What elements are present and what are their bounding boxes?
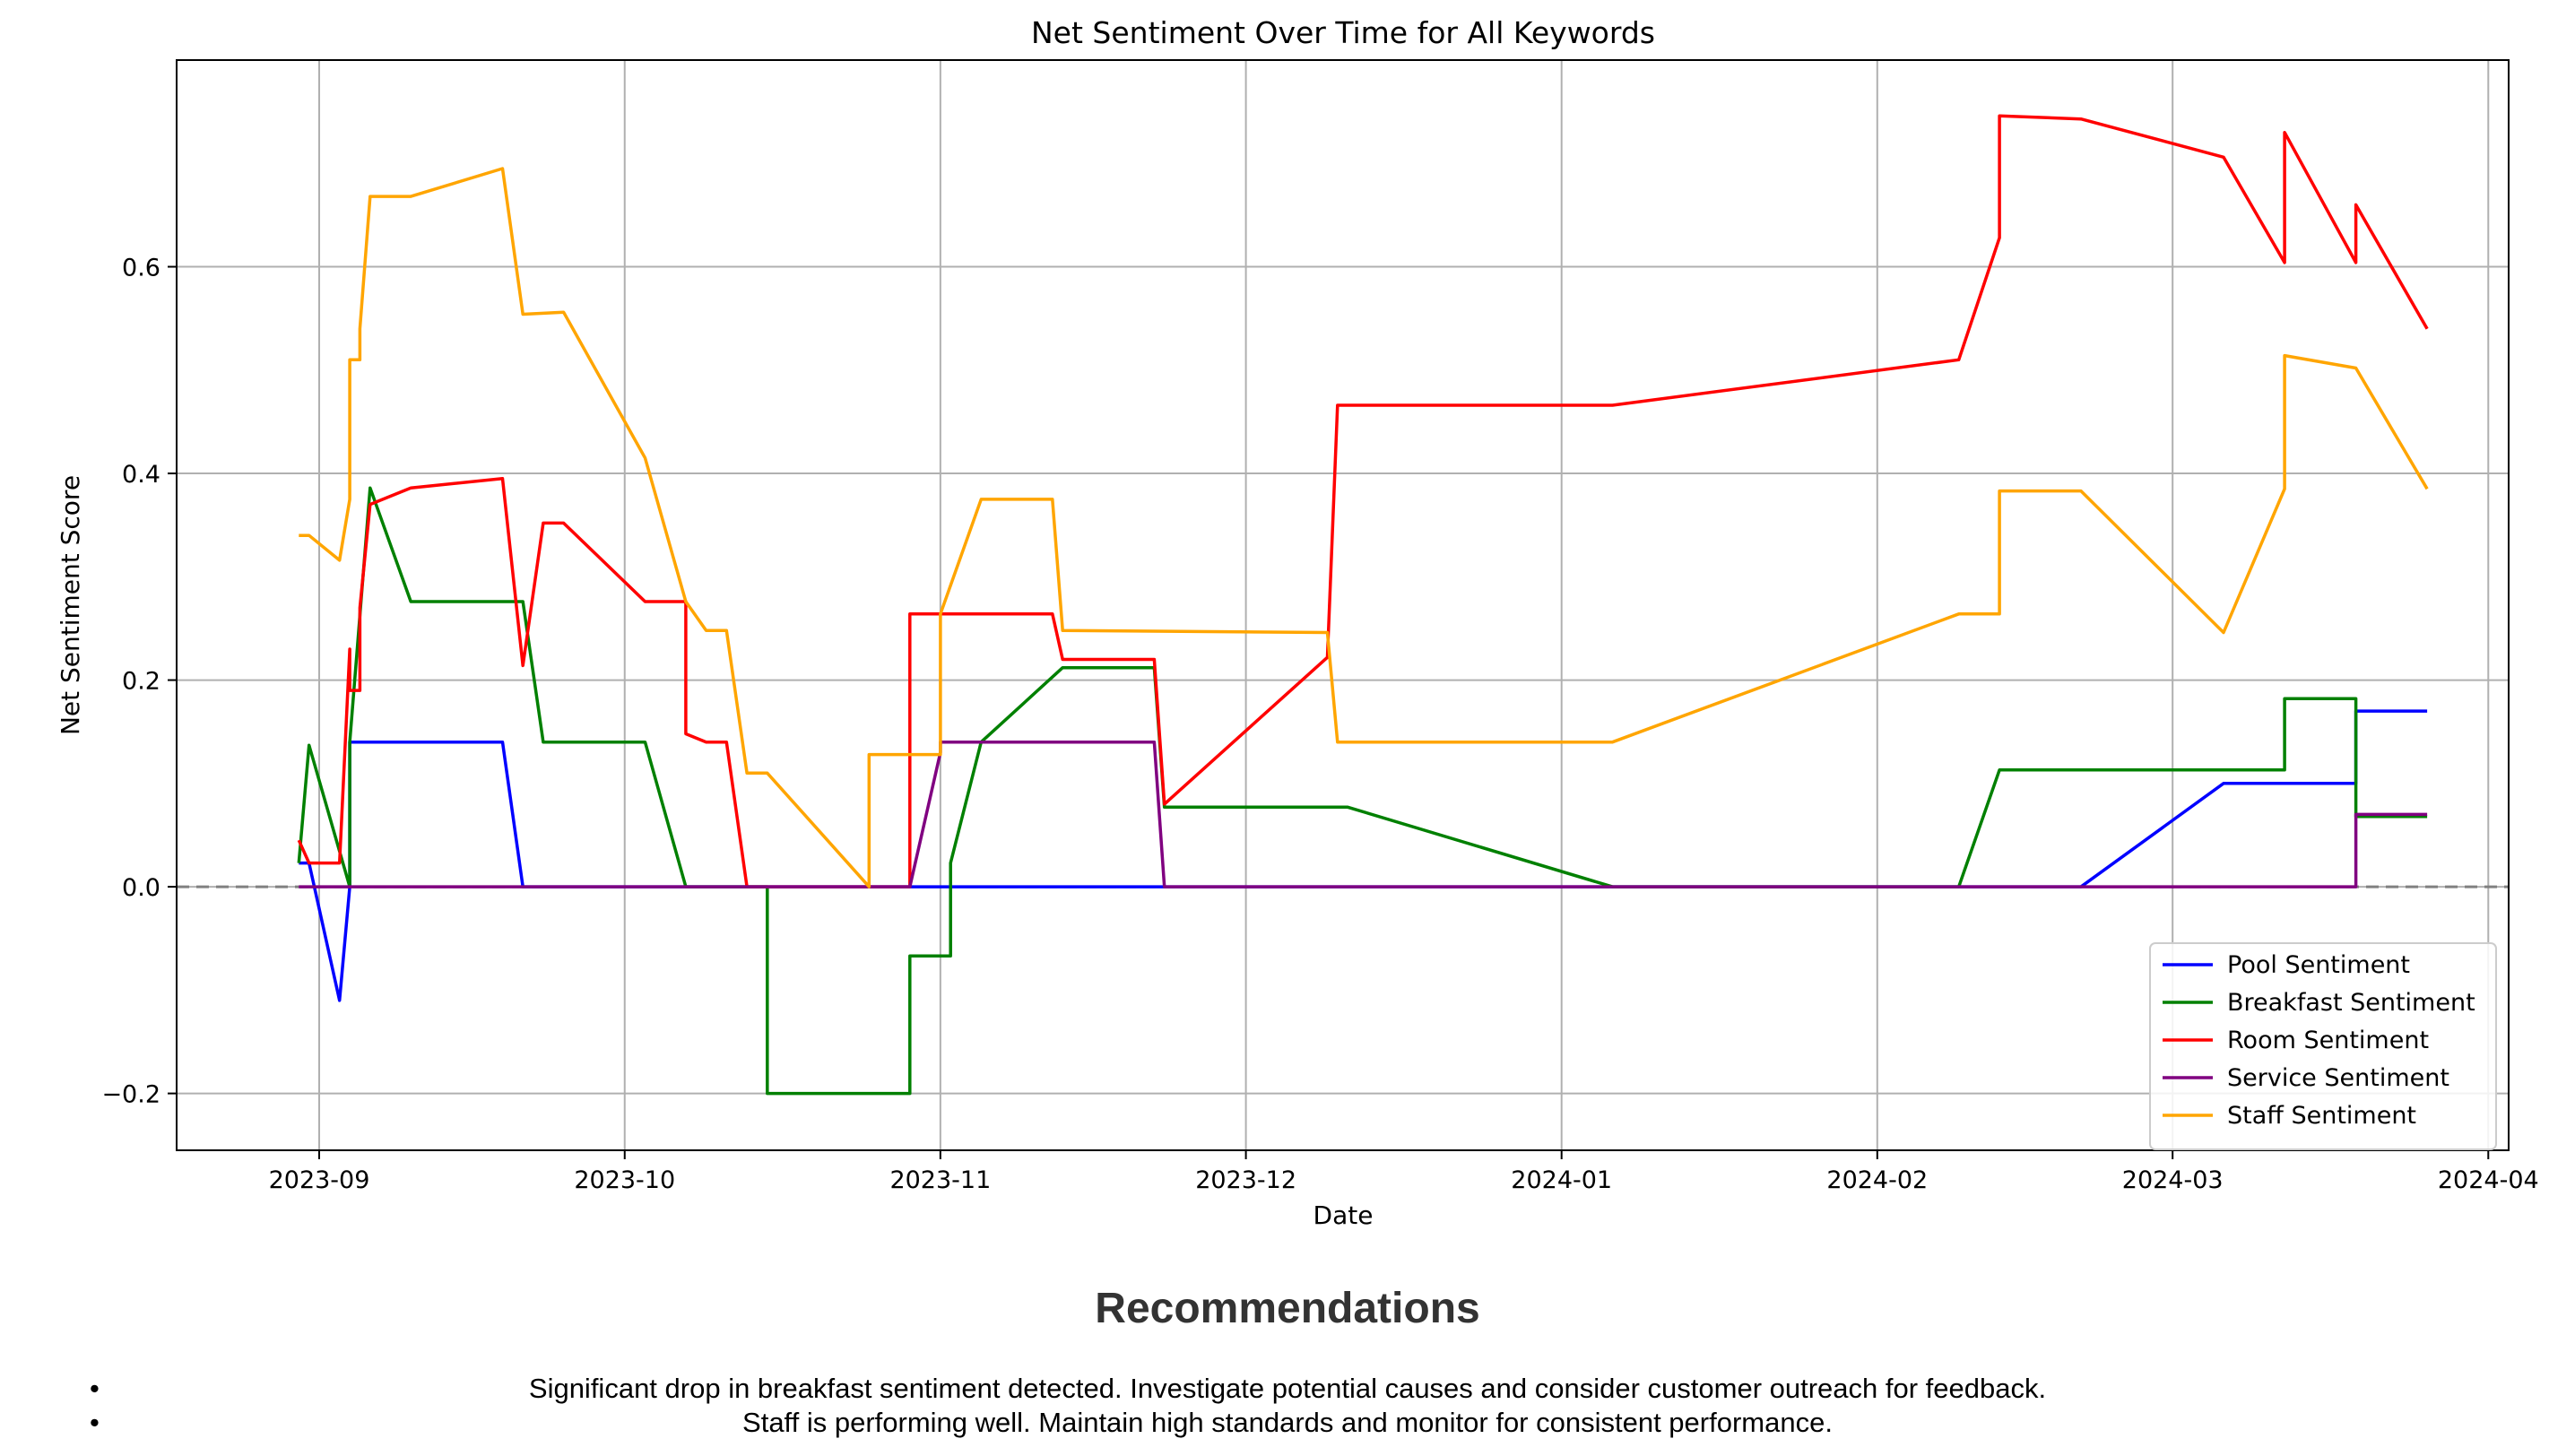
recommendation-text: Significant drop in breakfast sentiment … (528, 1373, 2047, 1404)
y-tick-label: −0.2 (101, 1081, 160, 1109)
x-tick-label: 2023-10 (574, 1166, 675, 1194)
series-line-staff-sentiment (299, 167, 2429, 888)
y-tick-label: 0.2 (122, 668, 160, 696)
series-lines (297, 114, 2429, 1096)
y-tick-label: 0.4 (122, 461, 160, 489)
sentiment-chart: Net Sentiment Over Time for All Keywords… (56, 15, 2539, 1230)
x-tick-label: 2024-03 (2122, 1166, 2224, 1194)
legend-label: Service Sentiment (2227, 1064, 2449, 1092)
recommendation-item: • Significant drop in breakfast sentimen… (0, 1372, 2575, 1406)
y-axis-label: Net Sentiment Score (56, 475, 85, 735)
x-tick-label: 2023-12 (1195, 1166, 1296, 1194)
series-line-pool-sentiment (299, 709, 2428, 1002)
recommendations-list: • Significant drop in breakfast sentimen… (0, 1372, 2575, 1440)
recommendation-item: • Staff is performing well. Maintain hig… (0, 1406, 2575, 1440)
chart-title: Net Sentiment Over Time for All Keywords (1031, 15, 1655, 50)
y-tick-label: 0.6 (122, 255, 160, 282)
recommendation-text: Staff is performing well. Maintain high … (742, 1407, 1833, 1438)
legend-label: Breakfast Sentiment (2227, 989, 2475, 1017)
recommendations-title: Recommendations (1095, 1285, 1480, 1332)
legend-box (2149, 942, 2497, 1150)
x-axis-label: Date (1314, 1200, 1374, 1230)
series-line-service-sentiment (299, 740, 2428, 888)
legend-label: Pool Sentiment (2227, 951, 2410, 979)
plot-area-frame (176, 59, 2510, 1151)
x-tick-label: 2023-09 (269, 1166, 370, 1194)
y-axis-ticks: −0.2 0.0 0.2 0.4 0.6 (101, 255, 177, 1109)
bullet-icon: • (90, 1373, 100, 1404)
legend: Pool Sentiment Breakfast Sentiment Room Se… (2149, 942, 2497, 1150)
x-axis-ticks: 2023-09 2023-10 2023-11 2023-12 2024-01 2024-… (269, 1150, 2539, 1194)
bullet-icon: • (90, 1407, 100, 1438)
x-tick-label: 2024-04 (2438, 1166, 2539, 1194)
legend-label: Staff Sentiment (2227, 1102, 2416, 1130)
y-tick-label: 0.0 (122, 874, 160, 902)
series-line-breakfast-sentiment (297, 486, 2428, 1096)
x-tick-label: 2023-11 (889, 1166, 991, 1194)
x-tick-label: 2024-01 (1511, 1166, 1612, 1194)
legend-label: Room Sentiment (2227, 1027, 2429, 1054)
x-tick-label: 2024-02 (1826, 1166, 1928, 1194)
